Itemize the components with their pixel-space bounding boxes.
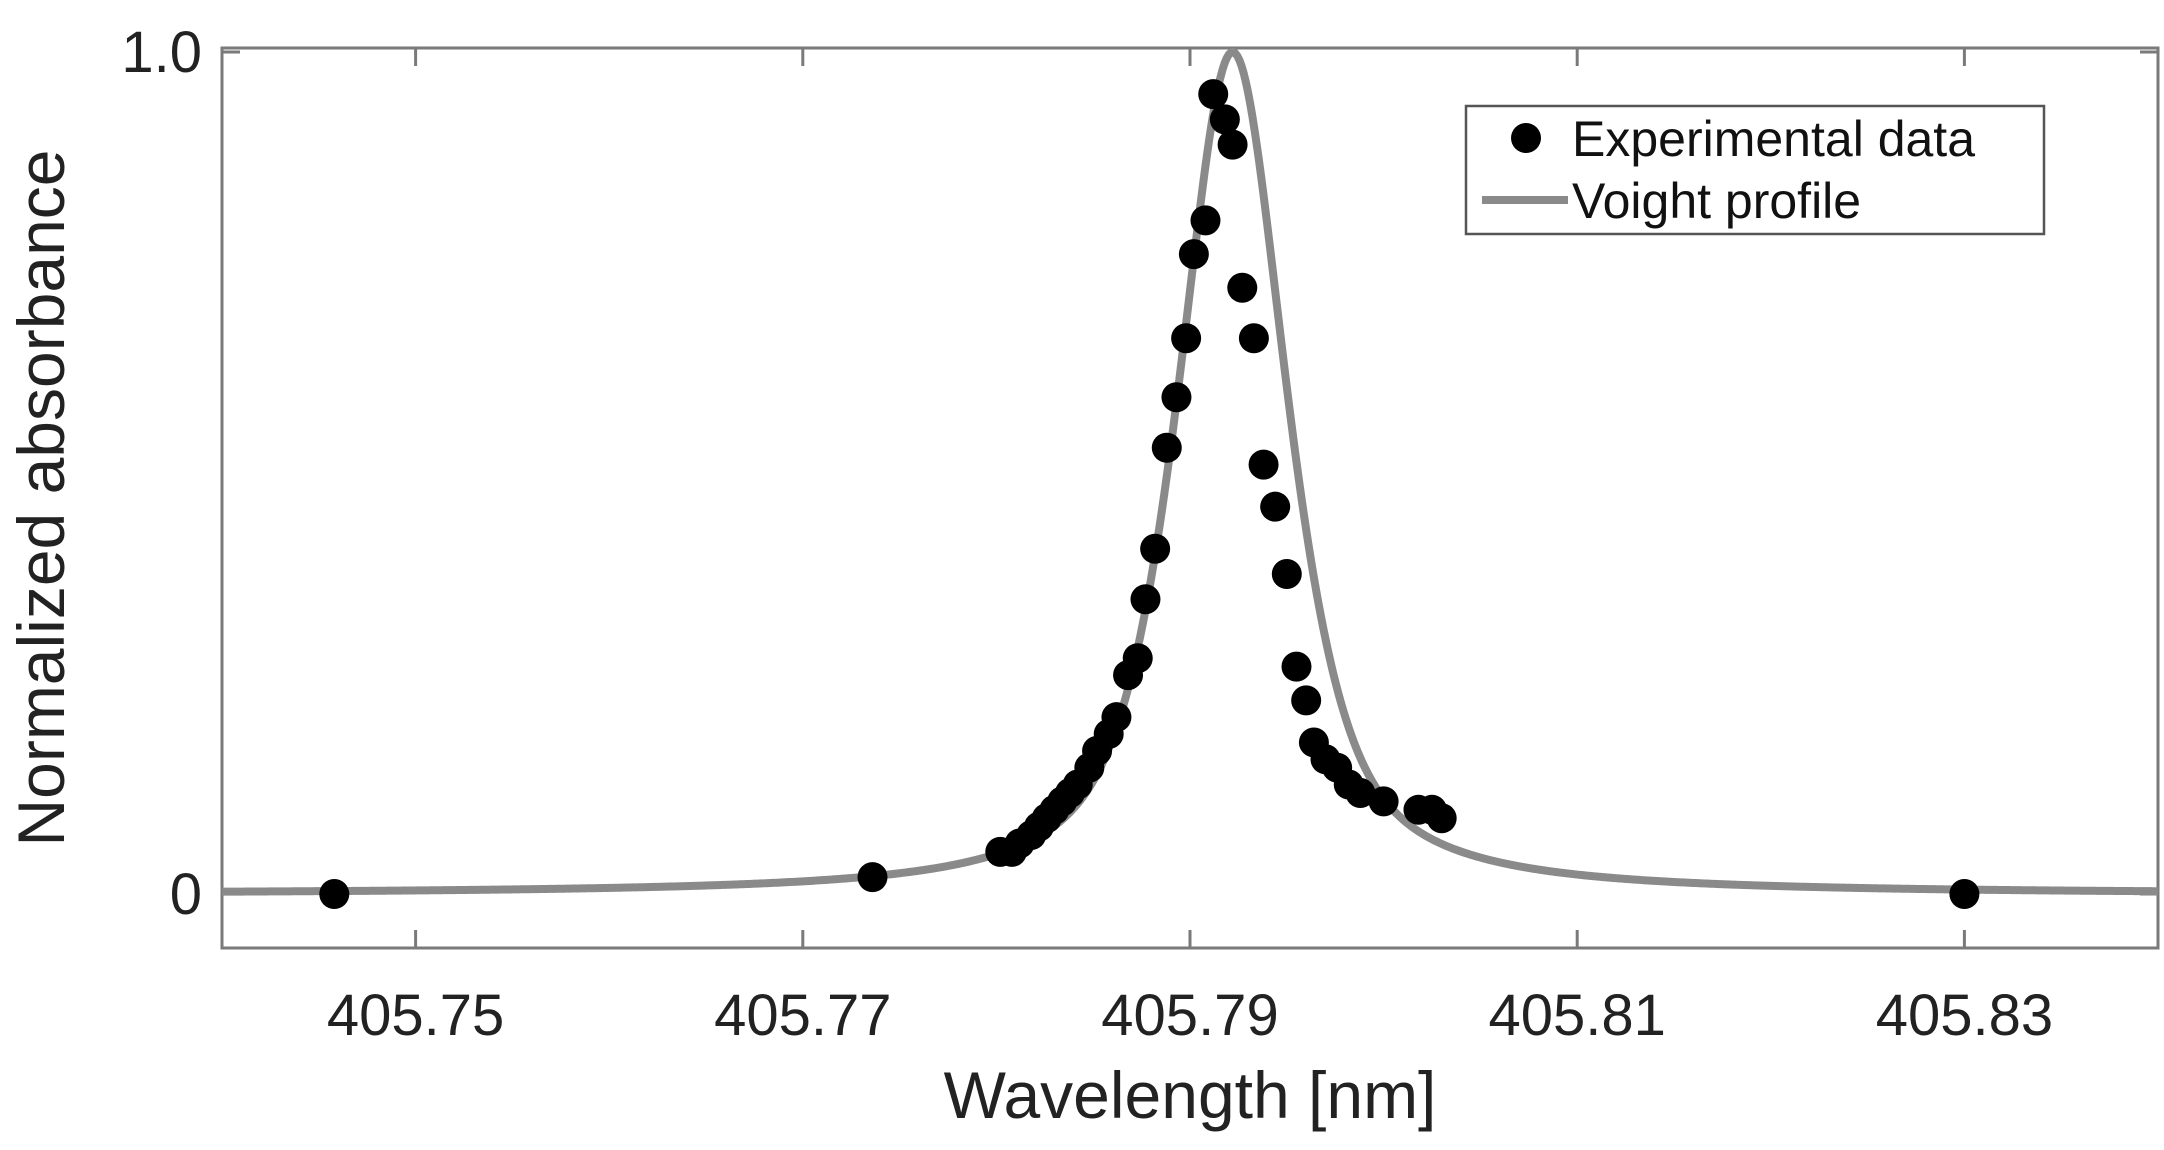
legend-box [1464,104,2046,236]
data-point [1122,643,1153,674]
data-point [319,879,350,909]
legend-label-experimental-data: Experimental data [1572,111,1975,167]
data-point [1198,79,1229,110]
data-point [1426,803,1457,834]
experimental-data-points [319,79,1980,909]
data-point [1368,786,1399,817]
data-point [1209,104,1240,135]
x-tick-label: 405.77 [714,983,891,1048]
legend-label-voight-profile: Voight profile [1572,173,1861,229]
data-point [1949,879,1980,909]
data-point [1345,777,1376,808]
data-point [1101,702,1132,733]
data-point [1281,651,1312,682]
data-point [1171,323,1202,354]
y-axis-tick-labels: 0 1.0 [121,20,202,927]
x-tick-label: 405.79 [1101,983,1278,1048]
data-point [1217,129,1248,160]
data-point [1260,491,1291,522]
data-point [857,862,888,893]
data-point [1291,685,1322,716]
y-axis-title: Normalized absorbance [4,149,78,846]
voight-profile-line [220,48,2160,896]
x-axis-title: Wavelength [nm] [944,1058,1437,1132]
data-point [1271,559,1302,590]
legend-dot-marker [1511,123,1541,153]
data-point [1161,382,1192,413]
legend: Experimental data Voight profile [1464,104,2046,236]
x-axis-ticks [414,48,1966,948]
data-point [1130,584,1161,615]
data-point [1248,449,1279,480]
data-point [1178,239,1209,270]
x-tick-label: 405.81 [1488,983,1665,1048]
data-point [1140,533,1171,564]
y-tick-label: 0 [170,862,202,927]
x-tick-label: 405.75 [327,983,504,1048]
x-axis-tick-labels: 405.75 405.77 405.79 405.81 405.83 [327,983,2053,1048]
data-point [1151,432,1182,463]
x-tick-label: 405.83 [1876,983,2053,1048]
data-point [1190,205,1221,236]
data-point [1238,323,1269,354]
data-point [1227,272,1258,303]
y-tick-label: 1.0 [121,20,202,85]
